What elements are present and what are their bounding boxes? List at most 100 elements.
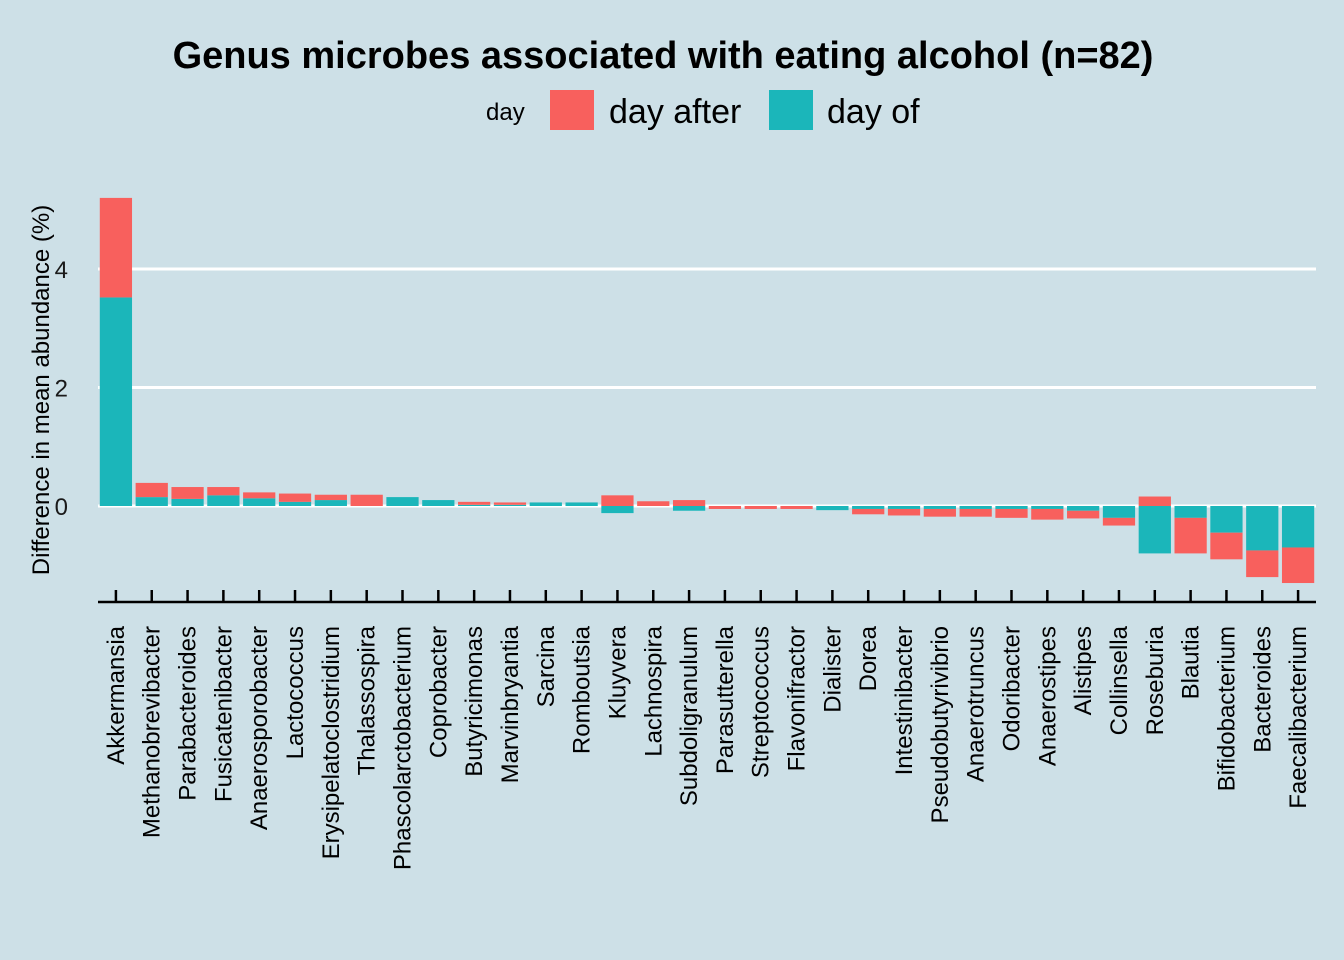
bar-day-of-akkermansia <box>99 297 133 506</box>
x-tick-label: Phascolarctobacterium <box>390 626 417 870</box>
bar-day-after-intestinibacter <box>887 508 921 516</box>
x-tick-label: Anaerosporobacter <box>246 626 273 830</box>
bar-day-after-anaerostipes <box>1031 508 1064 520</box>
bar-day-of-marvinbryantia <box>493 504 527 506</box>
bar-day-after-lachnospira <box>637 501 670 506</box>
bar-day-after-bifidobacterium <box>1210 532 1243 560</box>
bar-day-of-romboutsia <box>565 502 598 506</box>
bar-day-after-erysipelatoclostridium <box>314 494 347 501</box>
x-tick-label: Fusicatenibacter <box>210 626 237 802</box>
bar-day-of-anaerotruncus <box>959 506 992 509</box>
bar-day-after-fusicatenibacter <box>207 487 240 496</box>
bar-day-after-odoribacter <box>995 508 1028 518</box>
y-axis-title: Difference in mean abundance (%) <box>28 205 55 575</box>
bar-day-after-marvinbryantia <box>493 502 527 505</box>
bar-day-after-lactococcus <box>278 493 312 502</box>
x-tick-label: Bifidobacterium <box>1213 626 1240 791</box>
bar-day-of-anaerostipes <box>1031 506 1064 509</box>
x-tick-label: Blautia <box>1178 625 1205 699</box>
legend-swatch-day-after <box>550 90 594 130</box>
x-tick-label: Dorea <box>855 625 882 691</box>
bar-day-after-dorea <box>852 508 885 515</box>
bar-day-after-parasutterella <box>708 506 742 509</box>
x-tick-label: Romboutsia <box>569 625 596 754</box>
bar-day-of-kluyvera <box>601 506 634 514</box>
y-tick-label: 0 <box>55 494 68 521</box>
bar-day-of-roseburia <box>1138 506 1171 554</box>
x-tick-label: Alistipes <box>1070 626 1097 715</box>
y-tick-label: 4 <box>55 257 68 284</box>
bar-day-of-coprobacter <box>422 500 455 506</box>
bar-day-after-akkermansia <box>99 197 133 298</box>
legend-title: day <box>486 99 525 126</box>
bar-day-after-parabacteroides <box>171 487 204 499</box>
x-tick-label: Dialister <box>819 626 846 713</box>
x-tick-label: Collinsella <box>1106 625 1133 735</box>
x-tick-label: Marvinbryantia <box>497 625 524 783</box>
bar-day-of-faecalibacterium <box>1281 506 1315 548</box>
legend-label-day-of: day of <box>827 93 920 131</box>
x-tick-label: Flavonifractor <box>784 626 811 771</box>
bar-day-after-roseburia <box>1138 496 1171 506</box>
x-tick-label: Coprobacter <box>425 626 452 758</box>
bar-day-of-alistipes <box>1067 506 1100 511</box>
bar-day-after-anaerosporobacter <box>243 492 276 499</box>
gridlines <box>98 267 1316 508</box>
bar-day-after-thalassospira <box>350 494 383 506</box>
bar-day-of-methanobrevibacter <box>135 497 168 506</box>
bar-day-after-flavonifractor <box>780 506 813 509</box>
x-tick-label: Pseudobutyrivibrio <box>927 626 954 823</box>
x-tick-label: Anaerotruncus <box>963 626 990 782</box>
x-tick-label: Thalassospira <box>354 625 381 775</box>
bar-day-of-dialister <box>816 506 849 511</box>
legend-label-day-after: day after <box>609 93 741 131</box>
bar-day-of-erysipelatoclostridium <box>314 500 347 506</box>
bar-day-of-blautia <box>1174 506 1207 518</box>
bar-day-after-collinsella <box>1102 517 1136 526</box>
x-tick-label: Anaerostipes <box>1034 626 1061 766</box>
x-tick-label: Streptococcus <box>748 626 775 778</box>
bar-day-of-bifidobacterium <box>1210 506 1243 533</box>
x-tick-label: Subdoligranulum <box>676 626 703 806</box>
x-tick-label: Butyricimonas <box>461 626 488 777</box>
x-tick-label: Methanobrevibacter <box>139 626 166 838</box>
bar-day-of-odoribacter <box>995 506 1028 509</box>
bar-day-after-streptococcus <box>744 506 777 509</box>
bar-day-of-intestinibacter <box>887 506 921 509</box>
bar-day-of-collinsella <box>1102 506 1136 518</box>
x-tick-label: Odoribacter <box>999 626 1026 751</box>
bar-day-after-anaerotruncus <box>959 508 992 517</box>
bar-day-of-fusicatenibacter <box>207 495 240 506</box>
bar-day-of-butyricimonas <box>458 504 491 506</box>
chart-title: Genus microbes associated with eating al… <box>173 35 1154 77</box>
bars <box>99 197 1315 584</box>
bar-day-of-bacteroides <box>1246 506 1279 551</box>
y-axis-ticks: 0 2 4 <box>55 257 68 521</box>
legend-swatch-day-of <box>769 90 813 130</box>
x-tick-label: Erysipelatoclostridium <box>318 626 345 859</box>
y-tick-label: 2 <box>55 376 68 403</box>
bar-day-after-kluyvera <box>601 495 634 506</box>
bar-day-of-dorea <box>852 506 885 509</box>
bar-day-of-anaerosporobacter <box>243 498 276 506</box>
bar-day-after-bacteroides <box>1246 550 1279 578</box>
x-tick-label: Lactococcus <box>282 626 309 759</box>
bar-day-after-pseudobutyrivibrio <box>923 508 956 517</box>
bar-day-of-sarcina <box>529 502 562 506</box>
x-tick-label: Roseburia <box>1142 625 1169 735</box>
bar-day-after-blautia <box>1174 517 1207 554</box>
x-tick-label: Bacteroides <box>1249 626 1276 753</box>
x-tick-label: Sarcina <box>533 625 560 707</box>
bar-day-after-subdoligranulum <box>672 500 706 506</box>
bar-day-of-lactococcus <box>278 501 312 506</box>
bar-day-after-faecalibacterium <box>1281 547 1315 584</box>
x-tick-label: Lachnospira <box>640 625 667 756</box>
bar-day-of-phascolarctobacterium <box>386 497 419 506</box>
x-tick-label: Parabacteroides <box>175 626 202 801</box>
bar-day-after-alistipes <box>1067 510 1100 519</box>
x-tick-label: Faecalibacterium <box>1285 626 1312 809</box>
x-tick-label: Intestinibacter <box>891 626 918 775</box>
bar-day-of-parabacteroides <box>171 498 204 506</box>
legend: day day after day of <box>486 90 920 131</box>
bar-day-after-methanobrevibacter <box>135 482 168 498</box>
